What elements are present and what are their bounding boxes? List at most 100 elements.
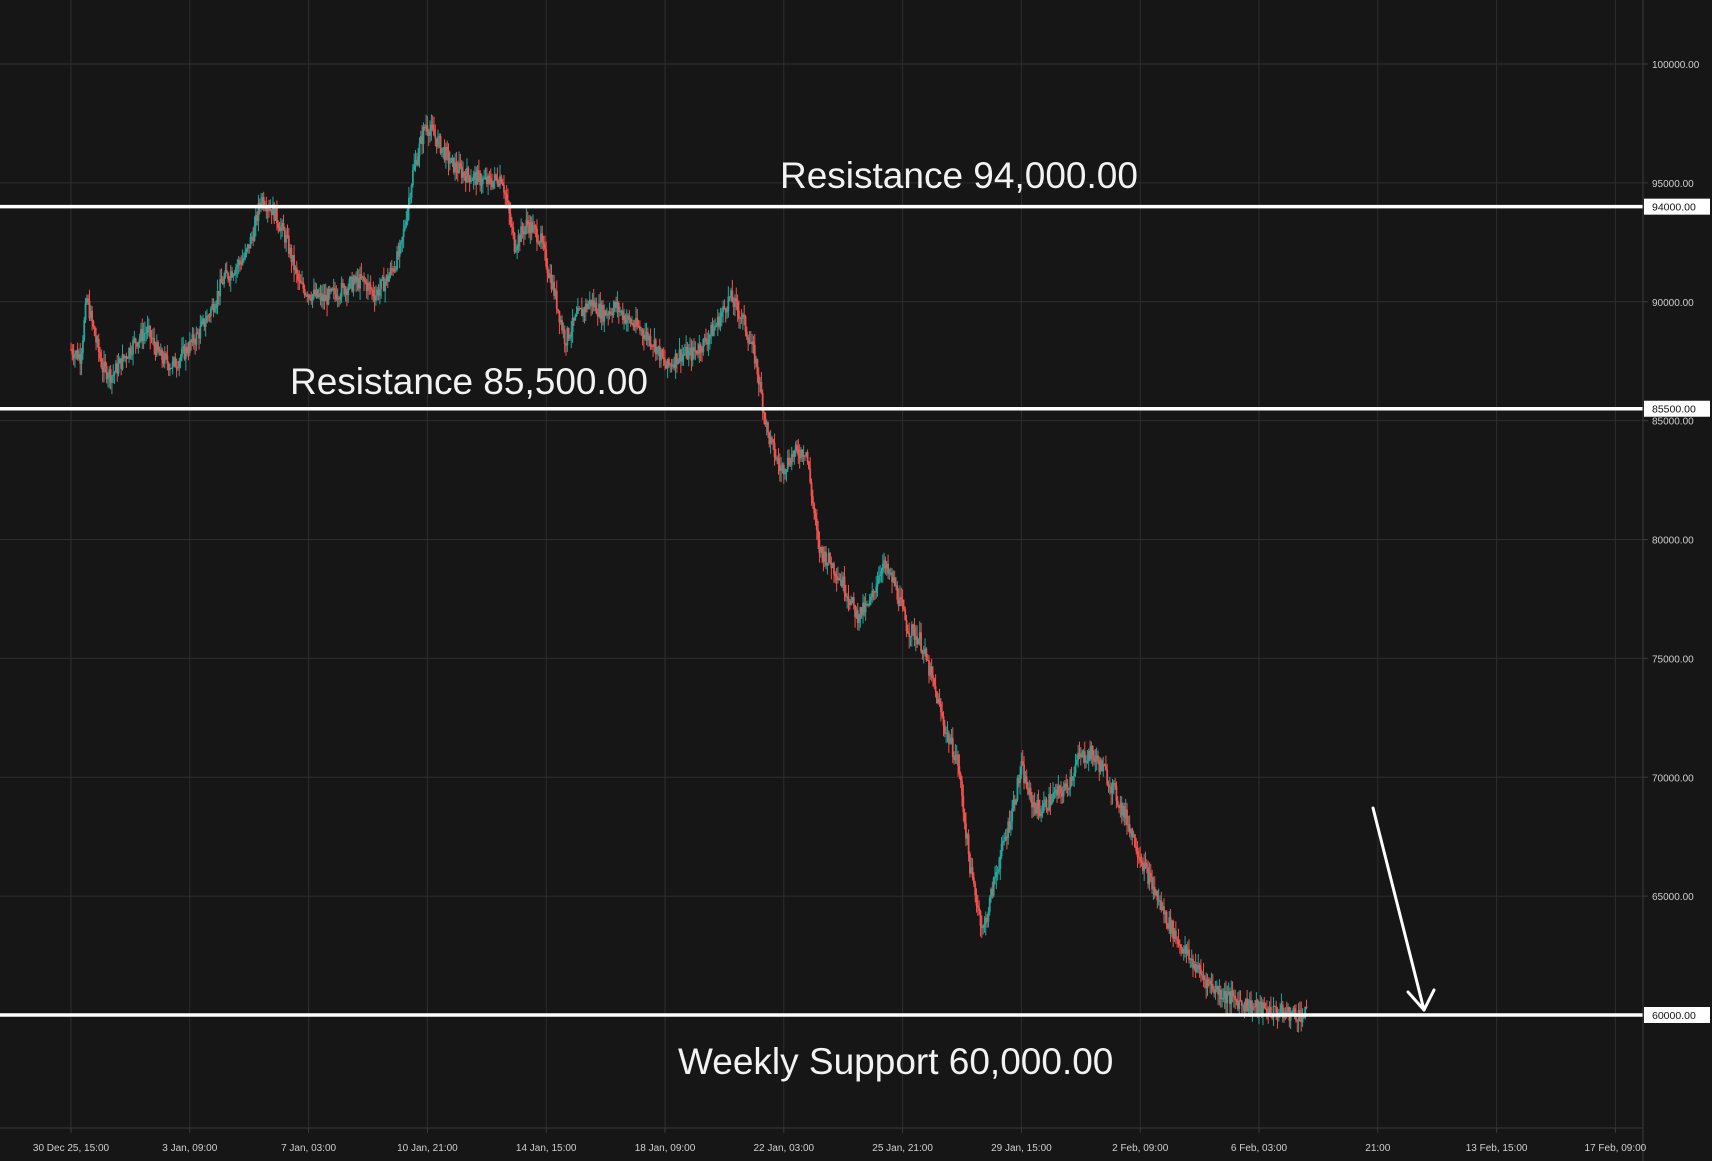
candle-body <box>699 344 702 352</box>
candle-body <box>175 367 178 369</box>
candle-body <box>1028 787 1031 795</box>
candle-body <box>587 304 590 309</box>
candle-body <box>122 354 125 359</box>
candle-body <box>759 381 761 385</box>
candle-body <box>448 162 451 164</box>
candle-body <box>342 283 344 285</box>
candle-body <box>417 156 420 165</box>
time-axis[interactable]: 30 Dec 25, 15:00 3 Jan, 09:00 7 Jan, 03:00… <box>33 1128 1647 1154</box>
candle-body <box>165 353 167 356</box>
candle-body <box>1198 964 1201 970</box>
candle-body <box>1238 1000 1241 1009</box>
candle-body <box>141 329 144 342</box>
candle-body <box>147 325 150 327</box>
candle-body <box>409 197 412 199</box>
candle-body <box>648 336 651 341</box>
candle-body <box>608 311 611 315</box>
candle-body <box>917 639 920 645</box>
candle-body <box>1194 964 1197 973</box>
candle-body <box>768 432 771 444</box>
candle-body <box>969 853 971 874</box>
candle-body <box>996 871 999 873</box>
candle-body <box>1219 989 1222 1000</box>
candle-body <box>322 294 325 301</box>
candle-body <box>877 575 880 584</box>
grid-layer <box>0 0 1643 1128</box>
candle-body <box>679 349 682 362</box>
candle-body <box>1041 810 1044 814</box>
candle-body <box>745 331 748 338</box>
candle-body <box>1201 974 1204 976</box>
candle-body <box>1203 978 1206 981</box>
candle-body <box>1081 752 1084 758</box>
time-tick-label: 13 Feb, 15:00 <box>1466 1143 1528 1154</box>
candle-body <box>658 346 661 361</box>
candle-body <box>1225 990 1227 1004</box>
candle-body <box>1174 930 1177 939</box>
candle-body <box>1071 776 1074 781</box>
candle-body <box>705 337 707 342</box>
candle-body <box>731 290 734 303</box>
candle-body <box>462 171 464 178</box>
candle-body <box>1027 788 1029 795</box>
horizontal-levels[interactable] <box>0 204 1643 1017</box>
candle-body <box>953 757 955 761</box>
candle-body <box>1207 979 1210 981</box>
candle-body <box>210 308 212 316</box>
candle-body <box>718 316 721 328</box>
candle-body <box>749 342 752 344</box>
candle-body <box>870 596 872 601</box>
candle-body <box>116 363 119 374</box>
candle-body <box>240 262 243 265</box>
candle-body <box>1054 789 1057 793</box>
candle-body <box>136 343 138 347</box>
candle-body <box>91 310 94 322</box>
candle-body <box>854 605 856 618</box>
candle-body <box>397 251 400 257</box>
level-price-label-box <box>1644 1007 1710 1023</box>
candle-body <box>228 278 231 281</box>
candle-body <box>330 288 332 292</box>
candle-body <box>188 340 191 353</box>
candle-body <box>994 877 996 879</box>
candle-body <box>693 347 695 352</box>
candle-body <box>881 563 884 572</box>
candle-body <box>621 310 624 321</box>
candle-body <box>834 573 837 577</box>
candle-body <box>272 204 274 216</box>
candle-body <box>1009 821 1012 830</box>
candle-body <box>1236 1000 1239 1009</box>
candle-body <box>484 176 487 179</box>
candle-body <box>786 457 789 470</box>
candle-body <box>553 281 556 296</box>
candle-body <box>455 162 458 171</box>
candle-body <box>159 349 162 356</box>
candle-body <box>118 358 121 364</box>
candle-body <box>232 274 235 278</box>
candle-body <box>735 298 738 302</box>
time-tick-label: 6 Feb, 03:00 <box>1231 1143 1288 1154</box>
candle-body <box>887 563 889 574</box>
candle-body <box>694 350 697 352</box>
candle-body <box>1262 1002 1264 1015</box>
candle-body <box>1036 799 1039 814</box>
candle-body <box>689 347 691 351</box>
candle-body <box>334 288 336 294</box>
candle-body <box>538 241 541 244</box>
candle-body <box>805 452 808 456</box>
candle-body <box>906 630 909 634</box>
candle-body <box>224 270 227 277</box>
candle-body <box>1214 989 1217 994</box>
candle-body <box>792 454 794 457</box>
candle-body <box>897 599 900 606</box>
candle-body <box>495 174 497 178</box>
candle-body <box>736 301 739 311</box>
candle-body <box>1103 764 1106 767</box>
candle-body <box>1229 991 1231 1004</box>
annotation-resistance-85500: Resistance 85,500.00 <box>290 361 648 402</box>
candle-body <box>1104 766 1107 770</box>
candle-body <box>171 361 174 368</box>
candle-body <box>89 310 92 319</box>
